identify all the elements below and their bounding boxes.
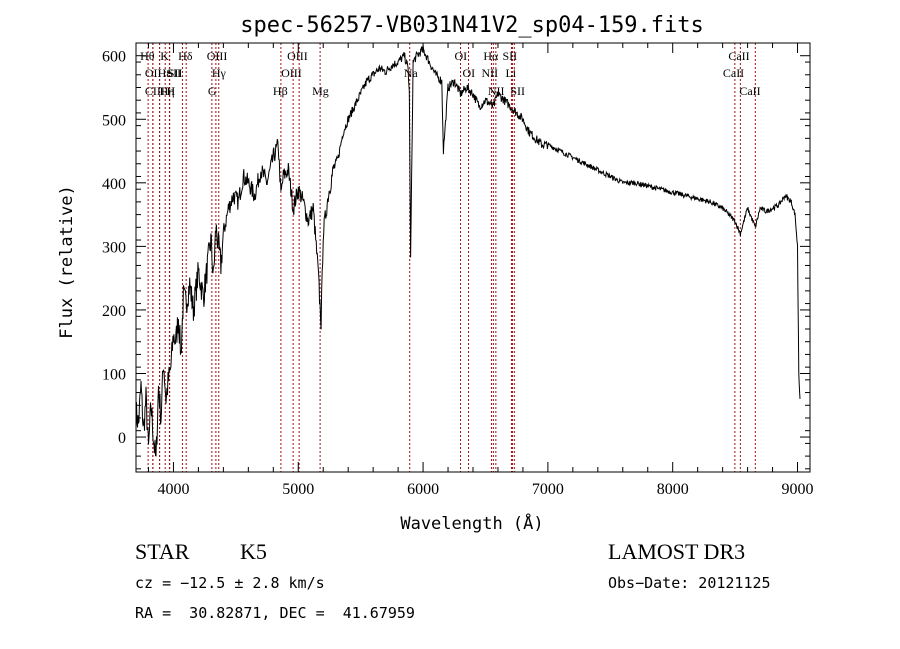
- line-marker-label: OIII: [287, 49, 308, 63]
- y-tick-label: 0: [118, 430, 126, 447]
- spectrum-line: [135, 45, 801, 457]
- coordinates-readout: RA = 30.82871, DEC = 41.67959: [135, 604, 415, 622]
- y-tick-label: 300: [102, 239, 126, 256]
- line-marker-label: Li: [505, 66, 516, 80]
- chart-title: spec-56257-VB031N41V2_sp04-159.fits: [240, 13, 704, 38]
- line-marker-label: SII: [510, 84, 525, 98]
- line-markers: [147, 43, 756, 472]
- line-marker-label: OI: [463, 66, 476, 80]
- y-axis-ticks: 0 100 200 300 400 500 600: [102, 49, 810, 470]
- plot-frame: [135, 42, 811, 473]
- spectrum-series: [135, 45, 801, 457]
- line-marker-label: Hα: [483, 49, 499, 63]
- line-marker-labels: Hθ OII CIII Hε Hη K H SII Hδ SII G Hγ OIII Hβ OIII OIII…: [140, 49, 761, 98]
- line-marker-label: Hβ: [273, 84, 288, 98]
- x-tick-label: 7000: [532, 481, 564, 498]
- y-tick-label: 100: [102, 366, 126, 383]
- line-marker-label: Na: [404, 66, 419, 80]
- line-marker-label: Hη: [160, 84, 175, 98]
- line-marker-label: NII: [481, 66, 498, 80]
- line-marker-label: G: [208, 84, 217, 98]
- line-marker-label: OIII: [281, 66, 302, 80]
- line-marker-label: Hγ: [212, 66, 227, 80]
- y-axis-label: Flux (relative): [57, 185, 77, 339]
- y-tick-label: 400: [102, 176, 126, 193]
- line-marker-label: OI: [455, 49, 468, 63]
- y-tick-label: 600: [102, 49, 126, 66]
- obs-date: Obs−Date: 20121125: [608, 574, 771, 592]
- x-tick-label: 8000: [657, 481, 689, 498]
- line-marker-label: CaII: [723, 66, 744, 80]
- line-marker-label: K: [160, 49, 169, 63]
- line-marker-label: CaII: [728, 49, 749, 63]
- line-marker-label: CIII: [145, 84, 165, 98]
- x-axis-ticks: 4000 5000 6000 7000 8000 9000: [147, 43, 814, 498]
- line-marker-label: SII: [502, 49, 517, 63]
- line-marker-label: Hθ: [140, 49, 155, 63]
- line-marker-label: OII: [145, 66, 162, 80]
- survey-name: LAMOST DR3: [608, 539, 746, 564]
- redshift-readout: cz = −12.5 ± 2.8 km/s: [135, 574, 325, 592]
- y-tick-label: 500: [102, 112, 126, 129]
- line-marker-label: SII: [168, 66, 183, 80]
- y-tick-label: 200: [102, 303, 126, 320]
- line-marker-label: Hδ: [178, 49, 193, 63]
- line-marker-label: H: [166, 84, 175, 98]
- x-tick-label: 6000: [407, 481, 439, 498]
- x-tick-label: 5000: [282, 481, 314, 498]
- line-marker-label: Mg: [312, 84, 329, 98]
- line-marker-label: Hε: [158, 66, 172, 80]
- x-tick-label: 4000: [157, 481, 189, 498]
- line-marker-label: SII: [166, 66, 181, 80]
- x-axis-label: Wavelength (Å): [400, 512, 543, 534]
- line-marker-label: CaII: [739, 84, 760, 98]
- line-marker-label: OIII: [207, 49, 228, 63]
- object-class: STAR: [135, 539, 190, 564]
- x-tick-label: 9000: [782, 481, 814, 498]
- object-subclass: K5: [240, 539, 267, 564]
